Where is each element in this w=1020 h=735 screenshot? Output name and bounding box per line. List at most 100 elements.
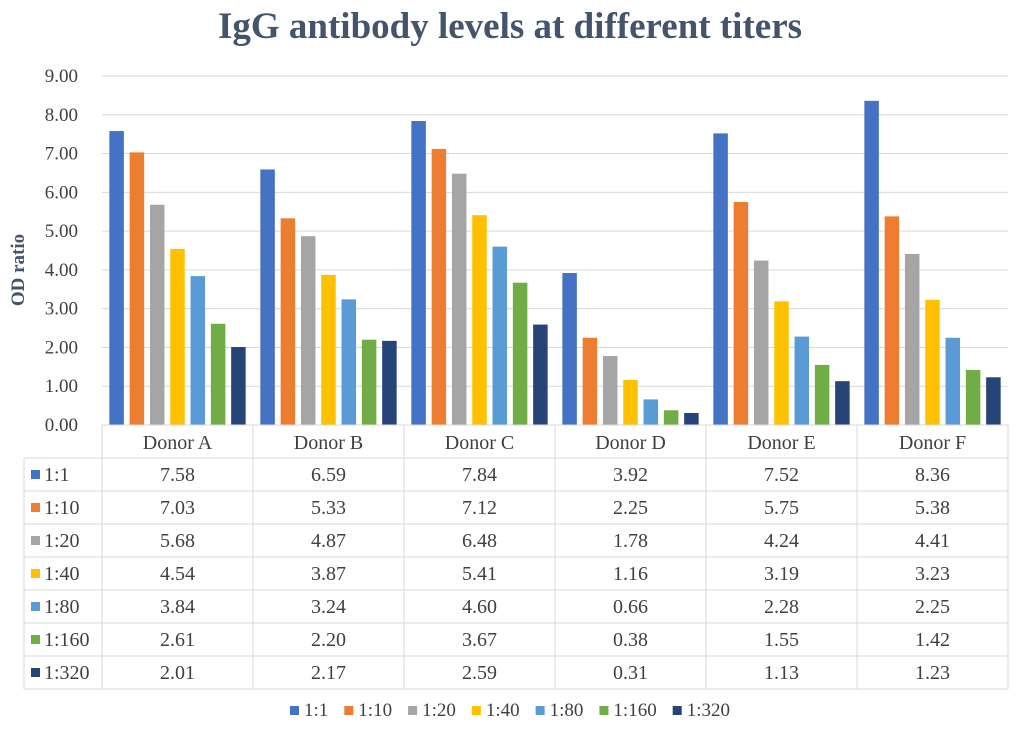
- series-swatch: [31, 503, 40, 512]
- y-tick-label: 9.00: [45, 66, 78, 87]
- x-tick-label: Donor F: [899, 432, 966, 454]
- data-label: 5.41: [462, 563, 497, 585]
- y-tick-label: 7.00: [45, 144, 78, 165]
- bar: [149, 204, 165, 425]
- data-label: 1.78: [613, 530, 648, 552]
- data-label: 0.66: [613, 596, 648, 618]
- data-label: 2.20: [311, 629, 346, 651]
- data-label: 2.59: [462, 662, 497, 684]
- data-label: 5.75: [764, 497, 799, 519]
- bar: [361, 339, 377, 425]
- chart-title: IgG antibody levels at different titers: [218, 6, 802, 47]
- y-tick-label: 3.00: [45, 299, 78, 320]
- bar: [300, 236, 316, 425]
- data-label: 0.38: [613, 629, 648, 651]
- bar: [533, 324, 548, 425]
- x-tick-label: Donor C: [445, 432, 514, 454]
- legend-label: 1:160: [613, 700, 656, 721]
- legend-label: 1:80: [550, 700, 584, 721]
- data-label: 4.54: [160, 563, 195, 585]
- data-label: 3.92: [613, 464, 648, 486]
- bar: [986, 377, 1001, 425]
- bar: [663, 410, 679, 425]
- data-label: 7.58: [160, 464, 195, 486]
- bar: [170, 248, 185, 425]
- legend-label: 1:40: [486, 700, 520, 721]
- legend-swatch: [599, 706, 609, 715]
- legend: 1:1 1:10 1:20 1:40 1:80 1:160 1:320: [290, 700, 730, 721]
- series-swatch: [31, 635, 40, 644]
- series-row-label: 1:320: [44, 662, 90, 684]
- data-label: 1.23: [915, 662, 950, 684]
- data-label: 4.87: [311, 530, 346, 552]
- data-label: 3.67: [462, 629, 497, 651]
- bar: [321, 274, 336, 425]
- bar: [582, 337, 598, 425]
- bar: [835, 381, 850, 425]
- bar: [794, 336, 810, 425]
- bar: [512, 282, 528, 425]
- bar: [260, 169, 275, 425]
- series-row-label: 1:160: [44, 629, 90, 651]
- bar: [562, 272, 577, 425]
- series-swatch: [31, 668, 40, 677]
- bar: [884, 216, 900, 425]
- bar: [341, 299, 357, 425]
- legend-swatch: [672, 706, 682, 715]
- y-tick-label: 5.00: [45, 221, 78, 242]
- bar: [965, 369, 981, 425]
- data-label: 7.52: [764, 464, 799, 486]
- legend-swatch: [290, 706, 300, 715]
- data-label: 5.38: [915, 497, 950, 519]
- legend-swatch: [344, 706, 354, 715]
- series-swatch: [31, 470, 40, 479]
- bar: [753, 260, 769, 425]
- y-tick-label: 2.00: [45, 337, 78, 358]
- y-axis-label: OD ratio: [8, 234, 29, 306]
- bar: [733, 202, 749, 425]
- series-row-label: 1:20: [44, 530, 80, 552]
- bar: [713, 133, 728, 425]
- data-label: 1.16: [613, 563, 648, 585]
- data-label: 2.17: [311, 662, 346, 684]
- y-tick-label: 8.00: [45, 105, 78, 126]
- data-label: 1.55: [764, 629, 799, 651]
- bar: [129, 152, 145, 426]
- bar: [109, 131, 124, 425]
- legend-label: 1:20: [422, 700, 456, 721]
- bar: [492, 246, 508, 425]
- data-label: 2.61: [160, 629, 195, 651]
- data-label: 7.03: [160, 497, 195, 519]
- x-tick-label: Donor D: [595, 432, 666, 454]
- y-tick-label: 6.00: [45, 182, 78, 203]
- data-label: 4.41: [915, 530, 950, 552]
- bar: [945, 337, 961, 425]
- bar: [623, 380, 638, 425]
- data-label: 2.25: [915, 596, 950, 618]
- bar: [774, 301, 789, 425]
- bar: [602, 355, 618, 425]
- bar: [411, 120, 426, 425]
- bar: [684, 412, 699, 425]
- data-label: 6.59: [311, 464, 346, 486]
- data-label: 4.60: [462, 596, 497, 618]
- series-row-label: 1:40: [44, 563, 80, 585]
- series-row-label: 1:1: [44, 464, 70, 486]
- bar: [451, 173, 467, 425]
- data-label: 2.25: [613, 497, 648, 519]
- data-label: 3.19: [764, 563, 799, 585]
- data-label: 3.87: [311, 563, 346, 585]
- y-tick-label: 4.00: [45, 260, 78, 281]
- series-swatch: [31, 536, 40, 545]
- bar: [472, 215, 487, 425]
- data-label: 8.36: [915, 464, 950, 486]
- y-axis-ticks: 0.00 1.00 2.00 3.00 4.00 5.00 6.00 7.00 8.00 9.00: [45, 66, 78, 436]
- data-label: 6.48: [462, 530, 497, 552]
- legend-swatch: [535, 706, 545, 715]
- data-label: 0.31: [613, 662, 648, 684]
- y-tick-label: 0.00: [45, 415, 78, 436]
- legend-label: 1:1: [304, 700, 328, 721]
- data-label: 3.84: [160, 596, 195, 618]
- data-label: 2.28: [764, 596, 799, 618]
